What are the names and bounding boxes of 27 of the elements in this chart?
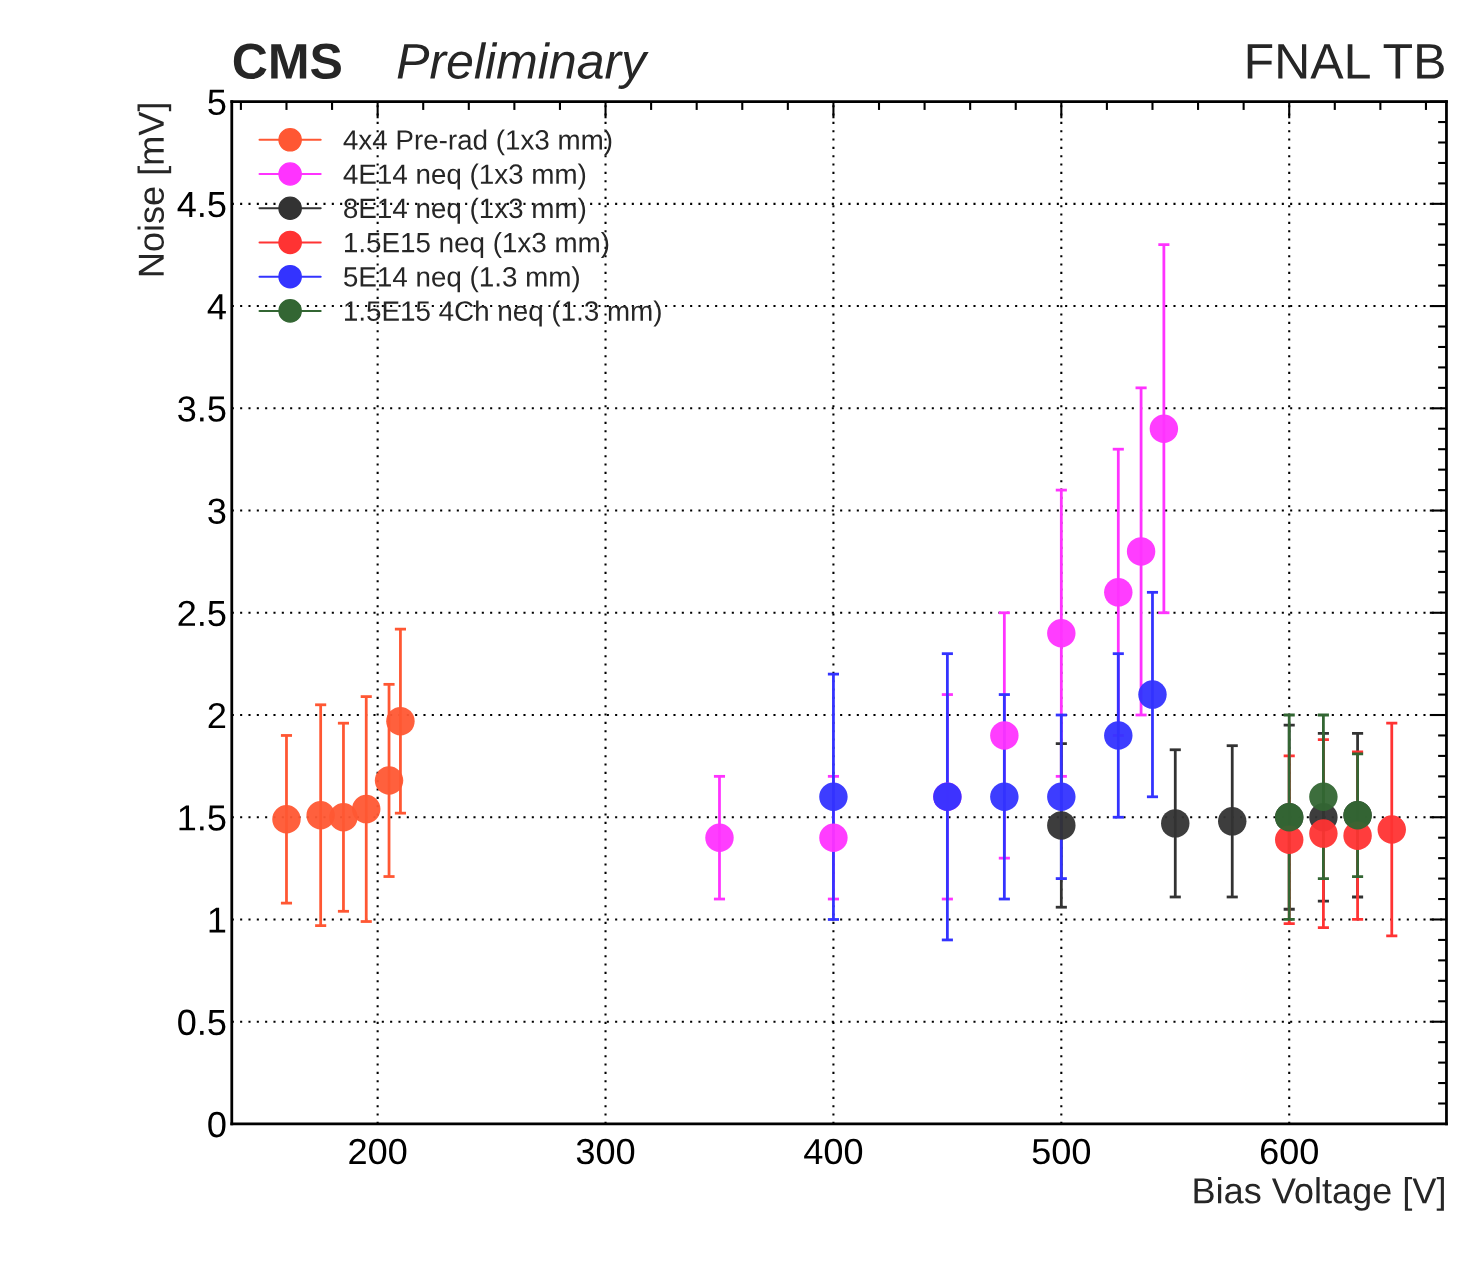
- y-tick-label: 2: [208, 702, 226, 729]
- legend-label: 4x4 Pre-rad (1x3 mm): [343, 129, 612, 156]
- y-tick-label: 4: [207, 294, 226, 320]
- y-tick-label: 3: [208, 498, 226, 524]
- text: FNAL TB: [1247, 44, 1444, 79]
- x-tick-label: 400: [804, 1138, 863, 1165]
- y-tick-label: 1: [209, 907, 226, 933]
- y-tick-label: 0.5: [178, 1009, 226, 1036]
- legend-label: 1.5E15 4Ch neq (1.3 mm): [345, 300, 661, 327]
- x-tick-label: 500: [1032, 1138, 1091, 1165]
- y-tick-label: 4.5: [177, 192, 226, 218]
- x-tick-label: 300: [576, 1138, 635, 1165]
- x-tick-label: 200: [349, 1138, 407, 1165]
- legend-label: 8E14 neq (1x3 mm): [344, 197, 586, 224]
- legend-label: 4E14 neq (1x3 mm): [343, 163, 586, 190]
- x-axis-title: Bias Voltage [V]: [1194, 1177, 1444, 1211]
- text: CMS: [233, 43, 341, 80]
- legend-label: 1.5E15 neq (1x3 mm): [345, 232, 609, 258]
- y-tick-label: 2.5: [178, 600, 226, 627]
- text: Preliminary: [397, 42, 649, 89]
- y-tick-label: 5: [208, 89, 226, 116]
- x-tick-label: 600: [1260, 1138, 1318, 1165]
- y-axis-title: Noise [mV]: [137, 104, 172, 276]
- y-tick-label: 3.5: [178, 396, 226, 422]
- y-tick-label: 0: [208, 1111, 226, 1138]
- legend-label: 5E14 neq (1.3 mm): [344, 266, 579, 293]
- y-tick-label: 1.5: [179, 805, 226, 831]
